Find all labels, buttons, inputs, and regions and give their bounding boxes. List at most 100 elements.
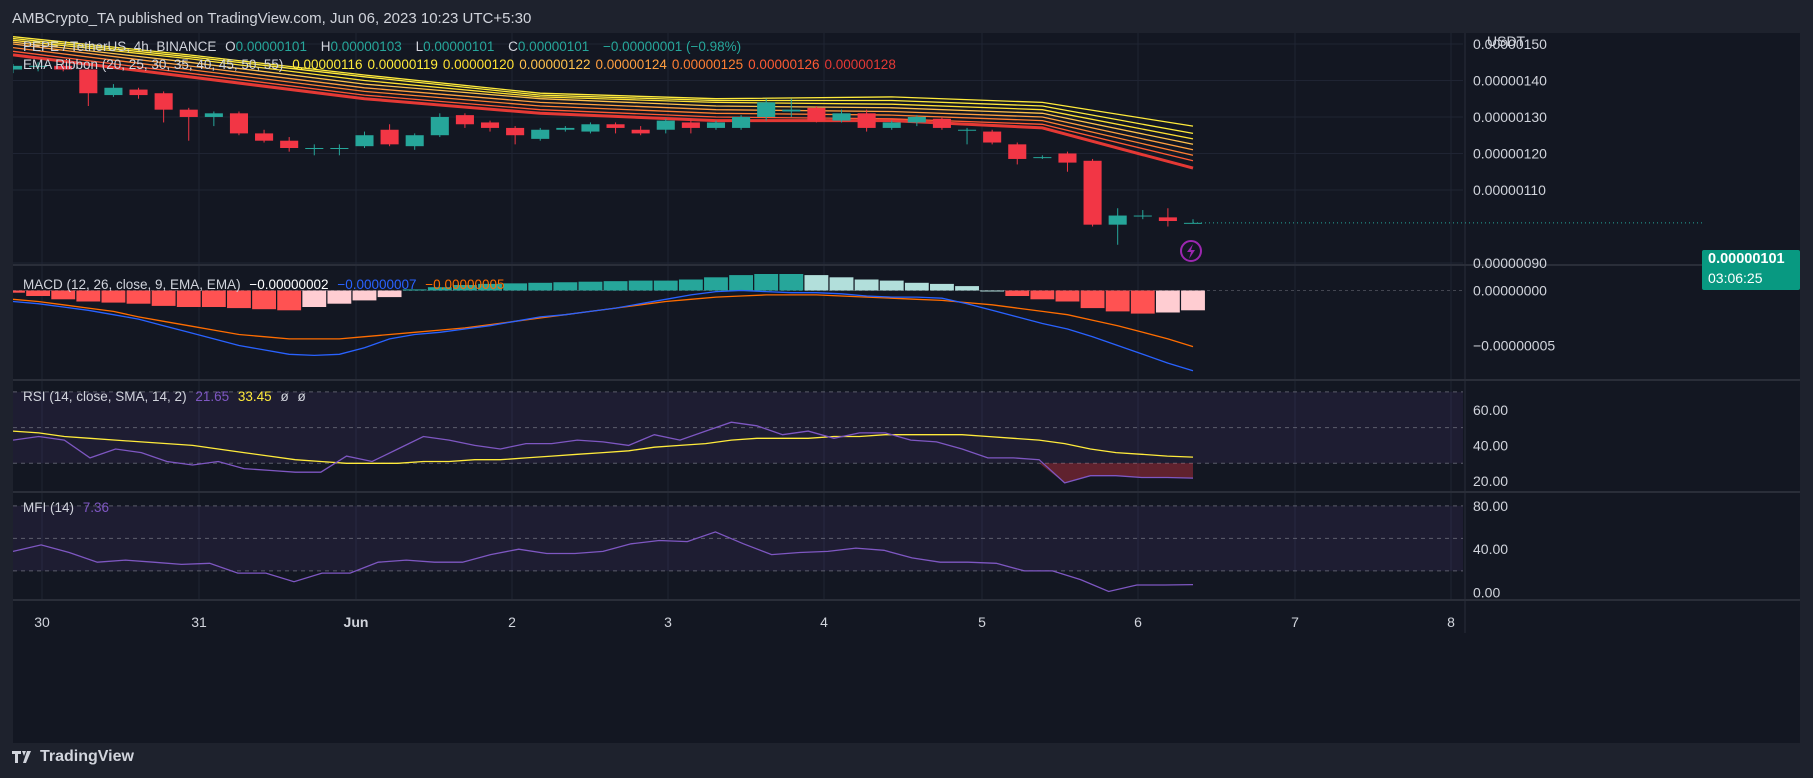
macd-hist-bar [1155, 290, 1180, 313]
symbol-label[interactable]: PEPE / TetherUS, 4h, BINANCE [23, 39, 217, 54]
macd-hist-bar [1130, 290, 1155, 314]
candle-body [932, 118, 951, 128]
rsi-extra-2: ø [297, 389, 306, 404]
ema-value-7: 0.00000126 [748, 57, 820, 72]
ema-ribbon-line-6 [13, 39, 1194, 140]
candle-body [757, 102, 776, 117]
macd-name[interactable]: MACD (12, 26, close, 9, EMA, EMA) [23, 277, 241, 292]
rsi-oversold-fill [1039, 463, 1193, 483]
lightning-icon-bolt [1187, 244, 1195, 259]
candle-body [1008, 144, 1027, 159]
rsi-ma-value: 33.45 [237, 389, 272, 404]
grid-lines [41, 33, 1452, 601]
candle-body [405, 135, 424, 147]
candle-body [1133, 215, 1152, 217]
candle-body [581, 124, 600, 132]
candle-body [430, 116, 449, 136]
candle-body [1158, 217, 1177, 222]
candle-body [54, 65, 73, 70]
candle-body [154, 93, 173, 110]
time-axis-label-4: 3 [664, 614, 672, 630]
candle-body [330, 148, 349, 149]
price-axis-label-1: 0.00000140 [1473, 72, 1547, 88]
candle-body [380, 129, 399, 145]
rsi-ma-line [13, 430, 1194, 464]
macd-hist-bar [879, 280, 904, 291]
ema-ribbon-line-5 [13, 41, 1194, 145]
replay-lightning-icon [1180, 240, 1202, 262]
last-price-value: 0.00000101 [1708, 251, 1785, 267]
macd-hist-bar [653, 280, 678, 291]
ema-ribbon-line-2 [13, 50, 1194, 162]
mfi-axis-label-0: 80.00 [1473, 498, 1508, 514]
macd-hist-bar [1030, 290, 1055, 300]
rsi-axis-label-2: 20.00 [1473, 473, 1508, 489]
macd-hist-bar [101, 290, 126, 303]
ema-value-1: 0.00000116 [292, 57, 363, 72]
candle-body [506, 127, 525, 136]
candle-body [958, 129, 977, 131]
time-axis-label-6: 5 [978, 614, 986, 630]
candle-body [907, 116, 926, 123]
last-price-tag: 0.00000101 03:06:25 [1702, 250, 1800, 290]
candle-body [480, 122, 500, 128]
candle-body [229, 113, 248, 134]
macd-hist-bar [829, 277, 854, 291]
macd-hist-bar [779, 274, 804, 291]
candle-body [832, 113, 851, 121]
macd-hist-bar [126, 290, 151, 304]
candle-body [983, 131, 1002, 143]
macd-hist-bar [76, 290, 101, 302]
ema-ribbon-line-8 [13, 36, 1194, 127]
candle-body [1083, 160, 1102, 225]
ema-ribbon-line-1 [13, 53, 1194, 170]
price-axis-unit: USDT [1487, 33, 1526, 49]
mfi-name[interactable]: MFI (14) [23, 500, 75, 515]
time-axis-label-5: 4 [820, 614, 828, 630]
ema-ribbon-line-3 [13, 46, 1194, 156]
candle-body [531, 129, 550, 139]
macd-hist-bar [955, 286, 979, 291]
mfi-axis-label-2: 0.00 [1473, 585, 1500, 601]
tradingview-brand[interactable]: TradingView [12, 748, 134, 766]
ema-name[interactable]: EMA Ribbon (20, 25, 30, 35, 40, 45, 50, … [23, 57, 284, 72]
candle-body [606, 124, 625, 128]
macd-hist-bar [804, 275, 829, 291]
macd-hist-bar [478, 283, 502, 291]
candle-body [104, 87, 123, 96]
macd-hist-bar [327, 290, 352, 304]
candle-body [305, 148, 324, 149]
macd-hist-bar [252, 290, 276, 310]
macd-hist-bar [754, 274, 779, 291]
macd-line [13, 289, 1194, 372]
macd-hist-value: −0.00000002 [249, 277, 329, 292]
macd-hist-bar [1005, 290, 1030, 296]
candles [13, 62, 1203, 245]
price-legend: PEPE / TetherUS, 4h, BINANCE O0.00000101… [23, 39, 746, 54]
macd-hist-bar [553, 282, 578, 291]
ema-ribbon-line-4 [13, 43, 1194, 151]
macd-hist-bar [503, 283, 528, 291]
candle-body [656, 120, 675, 130]
tradingview-logo-icon [12, 751, 31, 763]
candle-body [1033, 157, 1052, 159]
macd-hist-bar [1080, 290, 1105, 309]
rsi-extra-1: ø [280, 389, 289, 404]
candle-body [29, 65, 48, 67]
candle-body [355, 135, 374, 147]
time-axis-label-8: 7 [1291, 614, 1299, 630]
macd-hist-bar [628, 280, 653, 291]
candle-body [204, 113, 223, 117]
macd-hist-bar [1181, 290, 1205, 311]
macd-hist-bar [1055, 290, 1080, 302]
candle-body [13, 65, 23, 70]
ema-value-5: 0.00000124 [595, 57, 667, 72]
macd-hist-bar [452, 285, 477, 291]
ohlc-low: L0.00000101 [415, 39, 495, 54]
chart-area[interactable]: 0.00000150 0.00000140 0.00000130 0.00000120… [13, 33, 1800, 743]
chart-canvas[interactable]: 0.00000150 0.00000140 0.00000130 0.00000120… [13, 33, 1800, 743]
macd-value: −0.00000007 [337, 277, 417, 292]
rsi-name[interactable]: RSI (14, close, SMA, 14, 2) [23, 389, 187, 404]
macd-hist-bar [352, 290, 377, 301]
macd-hist-bar [227, 290, 251, 309]
